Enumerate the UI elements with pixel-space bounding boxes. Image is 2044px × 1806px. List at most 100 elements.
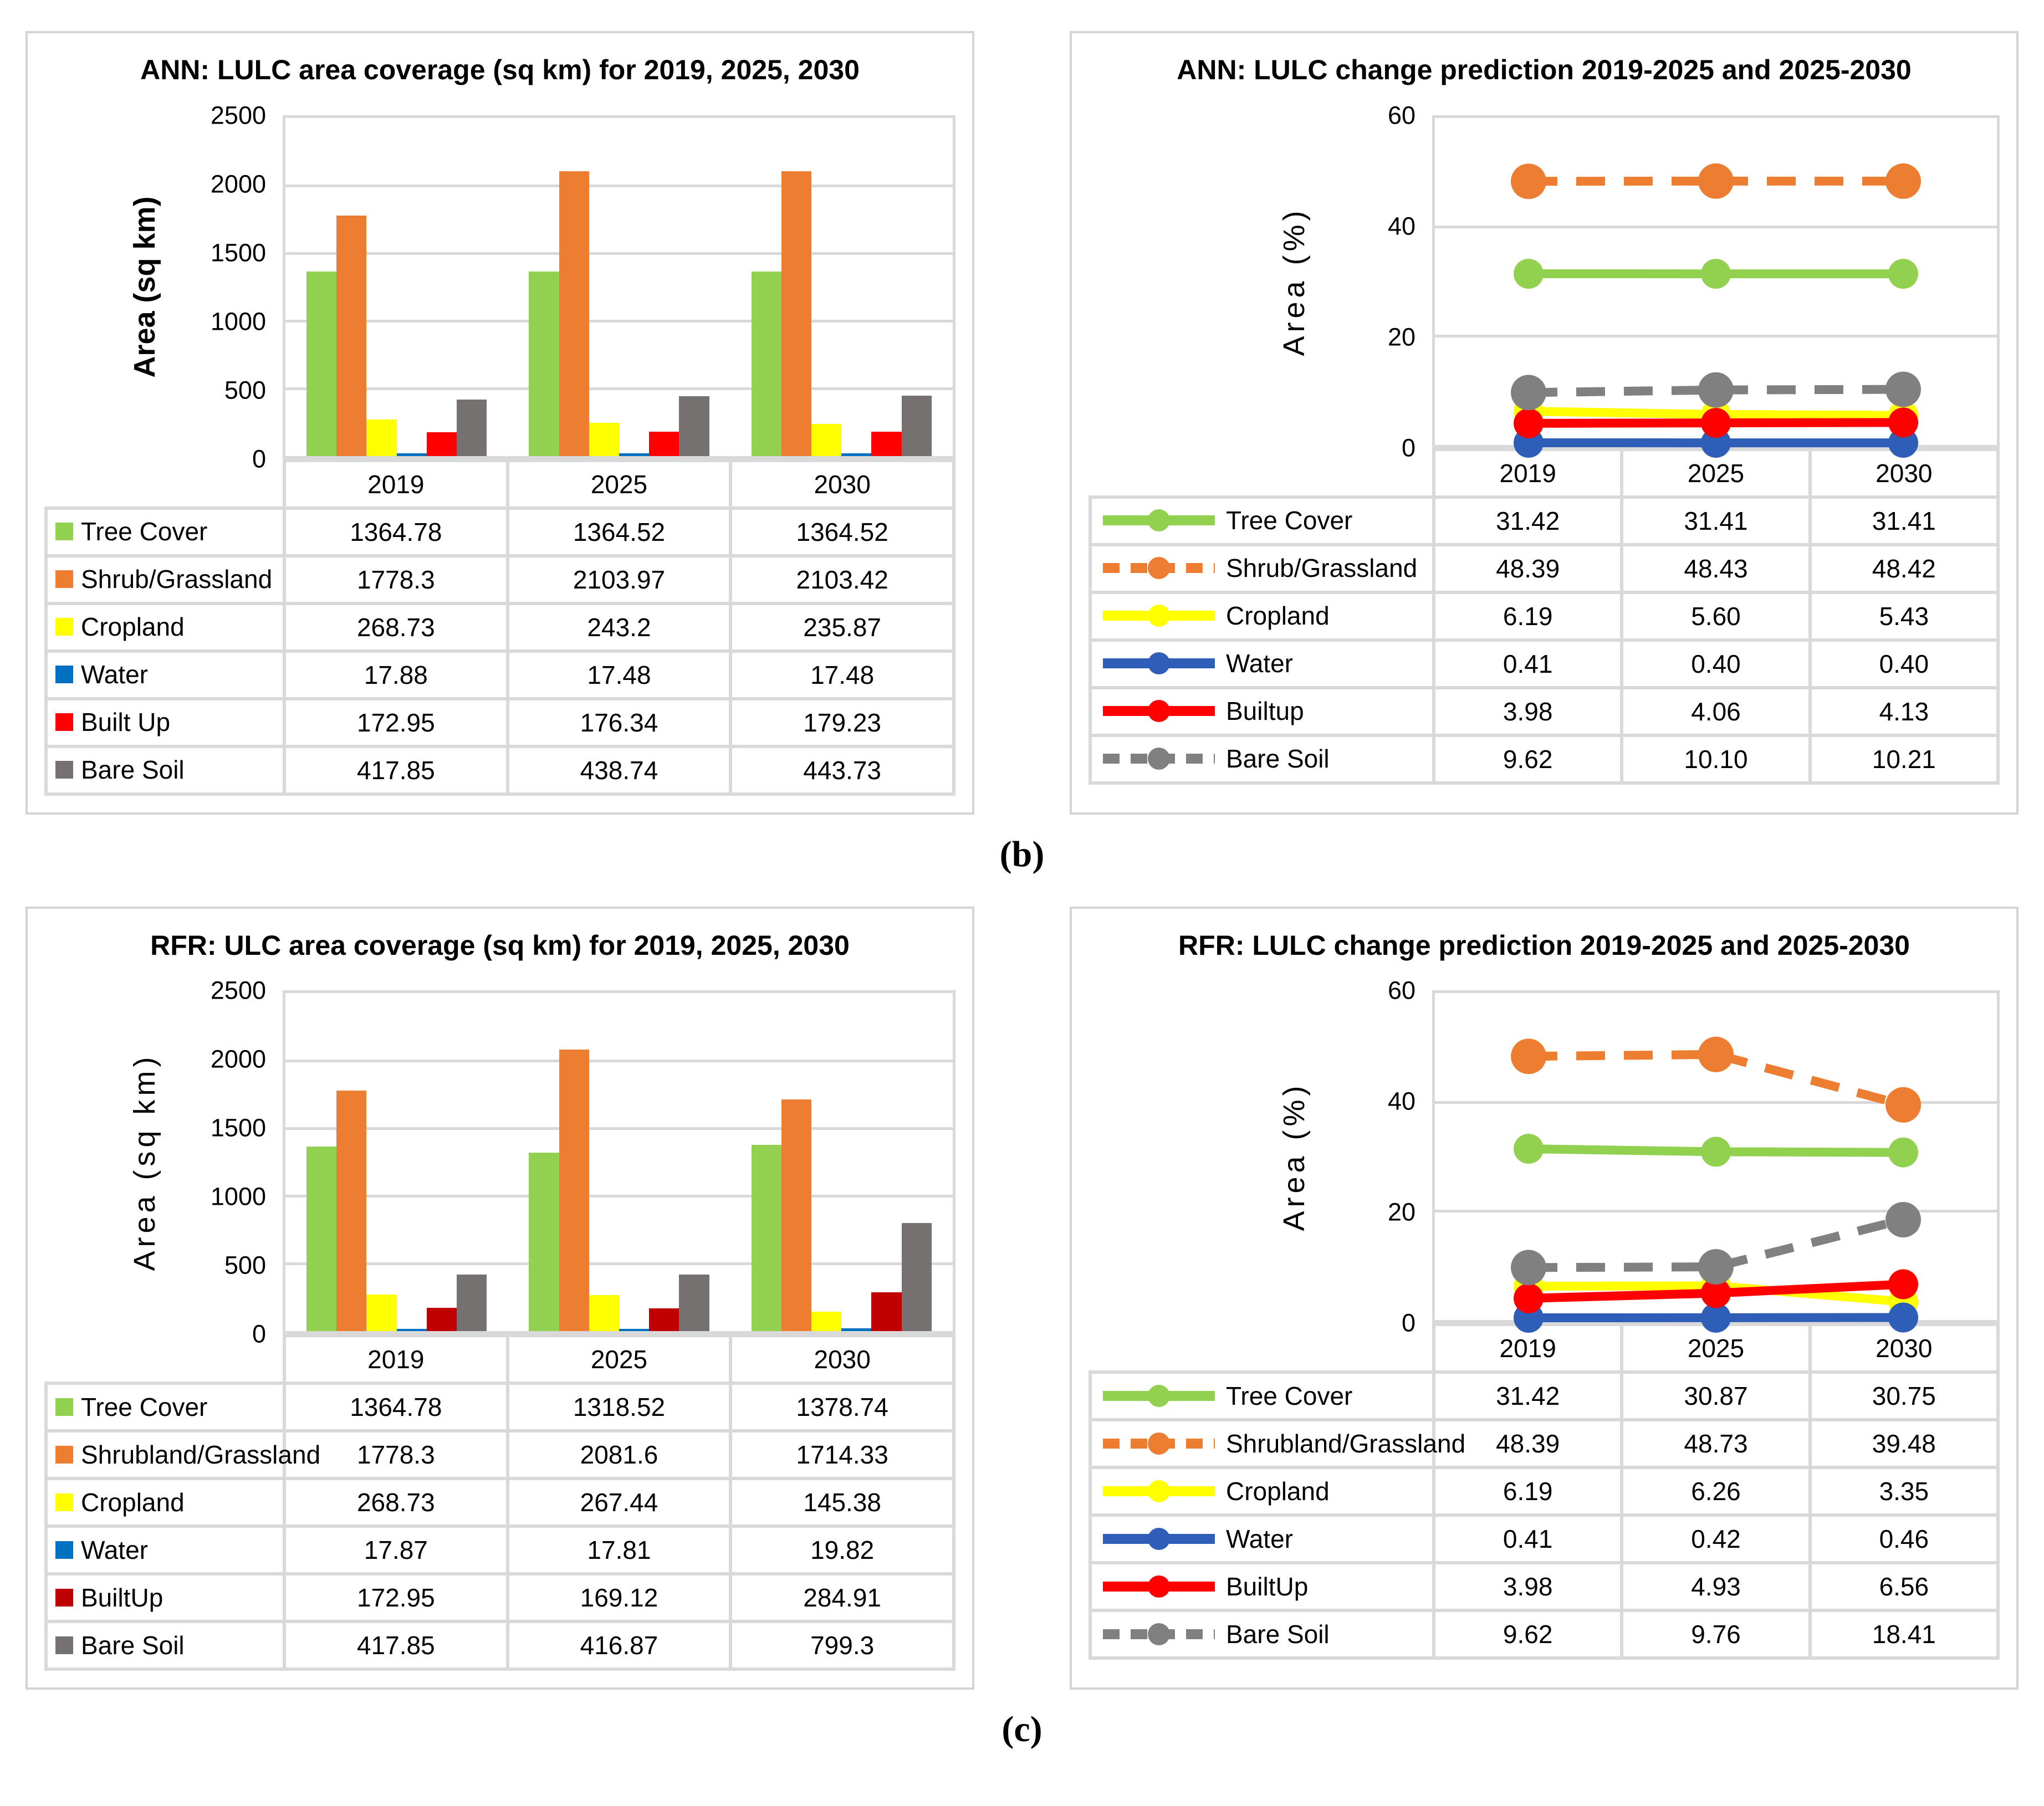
bar-builtup [426, 1307, 457, 1331]
value-cell: 39.48 [1808, 1418, 2000, 1469]
gridline [285, 1060, 953, 1062]
value-cell: 4.93 [1620, 1561, 1812, 1612]
marker-tree-cover [1514, 258, 1544, 289]
bar-tree-cover [751, 1144, 781, 1331]
legend-entry: Bare Soil [55, 1631, 277, 1660]
year-cell: 2030 [729, 1334, 955, 1385]
value-cell: 1364.78 [283, 506, 509, 557]
bar-builtup [649, 1308, 679, 1331]
value-cell: 243.2 [505, 601, 733, 653]
bar-shrub-grassland [559, 171, 589, 456]
legend-cell: Builtup [1089, 685, 1435, 737]
legend-label: Cropland [81, 1487, 185, 1517]
value-cell: 1378.74 [729, 1382, 955, 1432]
value-cell: 4.06 [1620, 685, 1812, 737]
y-tick-label: 40 [1387, 1087, 1416, 1116]
legend-entry: Water [1100, 649, 1427, 678]
year-header-row: 2019 2025 2030 [1090, 1323, 2000, 1374]
legend-label: Cropland [81, 612, 185, 642]
y-tick-label: 20 [1387, 1198, 1416, 1226]
value-cell: 268.73 [283, 1477, 509, 1528]
legend-cell: Tree Cover [1089, 495, 1435, 546]
value-cell: 169.12 [505, 1572, 733, 1623]
legend-entry: Water [55, 1536, 277, 1565]
chart-area: Area (%) 0 20 40 60 [1089, 978, 2000, 1336]
y-axis: Area (sq km) 0 500 1000 1500 2000 2500 [44, 103, 283, 471]
panel-ann-area-coverage: ANN: LULC area coverage (sq km) for 2019… [25, 31, 974, 815]
year-cell: 2019 [283, 1334, 509, 1385]
bar-built-up [871, 431, 902, 456]
legend-label: BuiltUp [81, 1583, 163, 1612]
legend-label: Bare Soil [81, 755, 185, 785]
y-axis: Area (%) 0 20 40 60 [1089, 103, 1432, 460]
data-table: 2019 2025 2030 Tree Cover 1364.78 1318.52 1378… [44, 1334, 955, 1671]
line-chart-canvas [1511, 163, 1921, 458]
plot-area [1432, 115, 2000, 458]
value-cell: 9.76 [1620, 1609, 1812, 1660]
legend-entry: Shrub/Grassland [1100, 554, 1427, 583]
value-cell: 1364.78 [283, 1382, 509, 1432]
y-axis: Area (%) 0 20 40 60 [1089, 978, 1432, 1336]
value-cell: 17.48 [729, 649, 955, 700]
value-cell: 30.75 [1808, 1370, 2000, 1421]
bar-tree-cover [306, 271, 337, 456]
value-cell: 1364.52 [505, 506, 733, 557]
legend-label: Tree Cover [1226, 506, 1353, 535]
bar-bare-soil [679, 1275, 709, 1331]
value-cell: 172.95 [283, 697, 509, 748]
legend-label: Bare Soil [1226, 744, 1330, 774]
y-tick-label: 0 [1401, 433, 1416, 462]
legend-line-sample-cropland-icon [1103, 605, 1215, 627]
y-axis: Area (sq km) 0 500 1000 1500 2000 2500 [44, 978, 283, 1347]
value-cell: 9.62 [1432, 733, 1624, 785]
legend-label: Shrubland/Grassland [81, 1440, 321, 1469]
marker-tree-cover [1701, 258, 1731, 289]
legend-swatch-bare-soil-icon [55, 1636, 73, 1654]
figure-label-b: (b) [999, 833, 1045, 874]
bar-shrubland-grassland [336, 1091, 367, 1331]
bar-group-2030 [730, 993, 953, 1331]
plot-area [1432, 990, 2000, 1333]
legend-label: BuiltUp [1226, 1572, 1309, 1601]
legend-cell: Shrub/Grassland [1089, 543, 1435, 594]
y-tick-label: 1500 [210, 1113, 266, 1142]
legend-swatch-water-icon [55, 666, 73, 684]
y-tick-label: 1000 [210, 1182, 266, 1211]
legend-entry: Cropland [55, 612, 277, 642]
value-cell: 2081.6 [505, 1429, 733, 1480]
value-cell: 0.40 [1620, 638, 1812, 689]
gridline [285, 184, 953, 187]
marker-bare-soil [1698, 372, 1734, 408]
marker-bare-soil [1511, 374, 1546, 410]
marker-bare-soil [1885, 371, 1921, 407]
legend-cell: Shrubland/Grassland [44, 1429, 320, 1480]
table-corner-spacer [46, 461, 284, 508]
plot-area [283, 115, 955, 459]
value-cell: 6.19 [1432, 590, 1624, 642]
bar-bare-soil [901, 1222, 932, 1331]
legend-cell: Tree Cover [44, 1382, 286, 1432]
gridline [1435, 1101, 1997, 1104]
marker-builtup [1701, 1278, 1731, 1308]
legend-label: Shrub/Grassland [81, 565, 273, 594]
legend-line-sample-tree-cover-icon [1103, 509, 1215, 532]
bar-bare-soil [901, 396, 932, 456]
marker-bare-soil [1511, 1250, 1546, 1286]
table-row-tree-cover: Tree Cover 31.42 30.87 30.75 [1089, 1370, 2000, 1421]
year-cell: 2025 [505, 1334, 733, 1385]
legend-cell: Bare Soil [1089, 733, 1435, 785]
bar-water [841, 1328, 872, 1331]
table-corner-spacer [46, 1336, 284, 1383]
marker-shrub-grassland [1698, 163, 1734, 199]
series-line-bare-soil [1528, 1215, 1904, 1272]
legend-label: Bare Soil [81, 1630, 185, 1660]
gridline [285, 252, 953, 255]
legend-line-sample-cropland-icon [1103, 1480, 1215, 1502]
bar-tree-cover [529, 1153, 559, 1331]
legend-line-sample-shrub-grassland-icon [1103, 557, 1215, 580]
legend-label: Cropland [1226, 1476, 1330, 1506]
legend-line-sample-bare-soil-icon [1103, 748, 1215, 770]
y-tick-labels: 0 20 40 60 [1089, 103, 1432, 460]
value-cell: 6.19 [1432, 1466, 1624, 1517]
legend-entry: Water [55, 660, 277, 689]
